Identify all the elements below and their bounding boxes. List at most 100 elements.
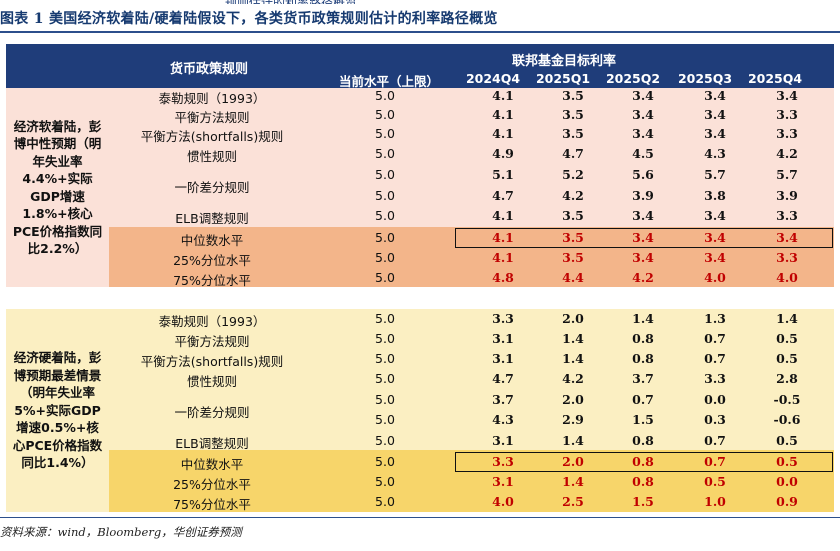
soft-rate-cell: 4.5 xyxy=(632,146,654,161)
hard-current-value: 5.0 xyxy=(375,311,395,326)
soft-rule-label: 一阶差分规则 xyxy=(174,180,250,195)
soft-rate-cell: 4.2 xyxy=(776,146,798,161)
table-header-top xyxy=(6,44,834,70)
hard-stat-current: 5.0 xyxy=(375,454,395,469)
soft-rate-cell: 3.3 xyxy=(776,126,798,141)
soft-rate-cell: 4.1 xyxy=(492,208,514,223)
soft-rate-cell: 3.4 xyxy=(704,126,726,141)
column-header-1: 2024Q4 xyxy=(465,71,521,86)
hard-rule-label: 平衡方法(shortfalls)规则 xyxy=(140,354,284,369)
hard-rate-cell: 3.3 xyxy=(704,371,726,386)
hard-rule-label: 一阶差分规则 xyxy=(174,405,250,420)
hard-rate-cell: 1.5 xyxy=(632,412,654,427)
soft-rate-cell: 5.6 xyxy=(632,167,654,182)
hard-stat-cell: 4.0 xyxy=(492,494,514,509)
soft-rate-cell: 5.1 xyxy=(492,167,514,182)
caption-divider xyxy=(0,31,840,33)
hard-scenario-text: 经济硬着陆，彭博预期最差情景（明年失业率5%+实际GDP增速0.5%+核心PCE… xyxy=(12,350,103,471)
soft-rate-cell: 3.5 xyxy=(562,208,584,223)
source-note: 资料来源：wind，Bloomberg，华创证券预测 xyxy=(0,525,242,539)
hard-rate-cell: 0.5 xyxy=(776,351,798,366)
hard-scenario-label: 经济硬着陆，彭博预期最差情景（明年失业率5%+实际GDP增速0.5%+核心PCE… xyxy=(6,309,109,512)
soft-rate-cell: 3.5 xyxy=(562,88,584,103)
hard-rate-cell: 3.1 xyxy=(492,331,514,346)
soft-stat-cell: 3.4 xyxy=(632,250,654,265)
soft-stat-label: 中位数水平 xyxy=(180,233,244,248)
soft-rate-cell: 5.7 xyxy=(704,167,726,182)
soft-rate-cell: 3.8 xyxy=(704,188,726,203)
hard-rate-cell: 0.5 xyxy=(776,331,798,346)
soft-stat-label: 75%分位水平 xyxy=(173,273,251,288)
soft-rate-cell: 3.4 xyxy=(776,88,798,103)
soft-rule-label: 平衡方法(shortfalls)规则 xyxy=(140,129,284,144)
hard-stat-cell: 3.3 xyxy=(492,454,514,469)
hard-rate-cell: 0.7 xyxy=(704,433,726,448)
hard-current-value: 5.0 xyxy=(375,351,395,366)
column-header-0: 当前水平（上限） xyxy=(338,74,439,89)
hard-rate-cell: 1.4 xyxy=(562,433,584,448)
soft-rate-cell: 3.4 xyxy=(704,107,726,122)
hard-rate-cell: 0.0 xyxy=(704,392,726,407)
soft-current-value: 5.0 xyxy=(375,107,395,122)
hard-rate-cell: 4.3 xyxy=(492,412,514,427)
column-header-3: 2025Q2 xyxy=(605,71,661,86)
hard-stat-current: 5.0 xyxy=(375,494,395,509)
hard-rate-cell: 0.5 xyxy=(776,433,798,448)
soft-rate-cell: 3.4 xyxy=(632,126,654,141)
soft-median-highlight xyxy=(455,228,833,248)
soft-current-value: 5.0 xyxy=(375,167,395,182)
soft-current-value: 5.0 xyxy=(375,146,395,161)
hard-rate-cell: 3.7 xyxy=(632,371,654,386)
soft-stat-cell: 4.4 xyxy=(562,270,584,285)
hard-stat-cell: 0.9 xyxy=(776,494,798,509)
hard-current-value: 5.0 xyxy=(375,392,395,407)
hard-rate-cell: 1.4 xyxy=(562,331,584,346)
soft-scenario-text: 经济软着陆，彭博中性预期（明年失业率4.4%+实际GDP增速1.8%+核心PCE… xyxy=(12,118,103,257)
soft-stats-band xyxy=(6,227,834,287)
soft-rule-label: 惯性规则 xyxy=(186,149,237,164)
hard-stat-cell: 0.8 xyxy=(632,474,654,489)
column-header-4: 2025Q3 xyxy=(677,71,733,86)
hard-rate-cell: 0.7 xyxy=(704,351,726,366)
hard-current-value: 5.0 xyxy=(375,371,395,386)
soft-stat-cell: 3.3 xyxy=(776,250,798,265)
hard-rate-cell: 0.7 xyxy=(704,331,726,346)
figure-caption: 图表 1 美国经济软着陆/硬着陆假设下，各类货币政策规则估计的利率路径概览 xyxy=(0,11,498,27)
soft-rate-cell: 4.1 xyxy=(492,88,514,103)
hard-stat-cell: 0.5 xyxy=(704,474,726,489)
soft-rate-cell: 4.3 xyxy=(704,146,726,161)
cut-off-title: 规则估计的利率路径概览 xyxy=(225,0,565,4)
soft-stat-cell: 4.1 xyxy=(492,250,514,265)
hard-rate-cell: 0.8 xyxy=(632,351,654,366)
hard-stat-cell: 2.5 xyxy=(562,494,584,509)
hard-stat-cell: 0.8 xyxy=(632,454,654,469)
column-header-5: 2025Q4 xyxy=(747,71,803,86)
soft-current-value: 5.0 xyxy=(375,188,395,203)
soft-rate-cell: 3.4 xyxy=(632,88,654,103)
soft-rate-cell: 3.4 xyxy=(704,208,726,223)
hard-rate-cell: 2.0 xyxy=(562,392,584,407)
hard-rule-label: 平衡方法规则 xyxy=(174,334,250,349)
hard-stat-label: 中位数水平 xyxy=(180,457,244,472)
hard-rule-label: 泰勒规则（1993） xyxy=(158,314,266,329)
soft-rule-label: 泰勒规则（1993） xyxy=(158,91,266,106)
hard-stat-cell: 0.7 xyxy=(704,454,726,469)
table-header-bottom xyxy=(6,70,834,88)
soft-rate-cell: 5.7 xyxy=(776,167,798,182)
soft-rate-cell: 3.5 xyxy=(562,107,584,122)
soft-stat-cell: 3.4 xyxy=(776,230,798,245)
hard-rate-cell: 2.0 xyxy=(562,311,584,326)
soft-rate-cell: 4.1 xyxy=(492,126,514,141)
hard-current-value: 5.0 xyxy=(375,412,395,427)
hard-stat-cell: 0.0 xyxy=(776,474,798,489)
hard-rate-cell: 1.4 xyxy=(776,311,798,326)
soft-rate-cell: 4.2 xyxy=(562,188,584,203)
soft-rate-cell: 4.7 xyxy=(492,188,514,203)
hard-stat-cell: 1.5 xyxy=(632,494,654,509)
soft-rate-cell: 3.4 xyxy=(632,107,654,122)
soft-stat-cell: 3.5 xyxy=(562,230,584,245)
hard-rate-cell: 1.3 xyxy=(704,311,726,326)
hard-stat-cell: 2.0 xyxy=(562,454,584,469)
soft-current-value: 5.0 xyxy=(375,126,395,141)
soft-scenario-label: 经济软着陆，彭博中性预期（明年失业率4.4%+实际GDP增速1.8%+核心PCE… xyxy=(6,88,109,287)
